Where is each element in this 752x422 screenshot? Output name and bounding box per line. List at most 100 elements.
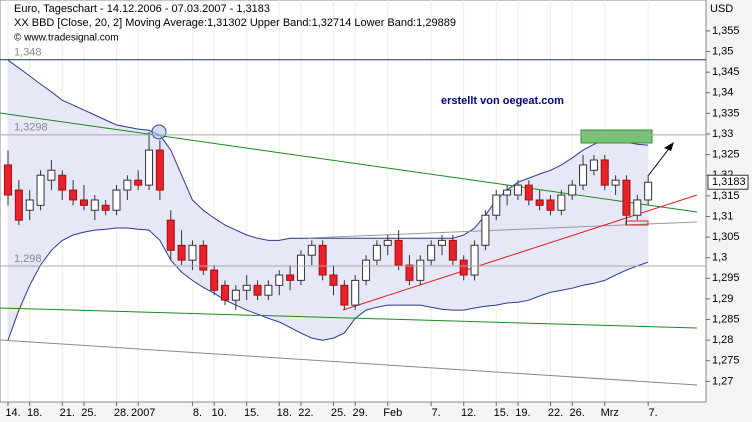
candle-body	[438, 239, 446, 246]
x-tick-label: 15.	[244, 407, 259, 419]
candle-body	[513, 184, 522, 196]
x-tick-label: 7.	[649, 407, 658, 419]
candle-body	[231, 289, 240, 301]
y-tick-label: 1,355	[712, 25, 740, 37]
x-tick-label: 15.	[494, 407, 509, 419]
y-tick-label: 1,3	[712, 252, 727, 264]
trend-line	[0, 339, 698, 386]
candle-body	[199, 244, 208, 271]
x-tick-label: 22.	[298, 407, 313, 419]
candle-body	[633, 199, 642, 216]
candle-body	[253, 284, 262, 296]
candle-body	[318, 244, 327, 276]
x-tick-label: 12.	[461, 407, 476, 419]
candle-body	[134, 179, 143, 186]
y-tick-label: 1,29	[712, 293, 733, 305]
x-tick-label: 21.	[60, 407, 75, 419]
candle-body	[362, 259, 371, 281]
candle-body	[79, 199, 88, 206]
candle-body	[177, 244, 186, 261]
candle-body	[383, 239, 392, 246]
candle-body	[242, 284, 251, 291]
candle-body	[47, 169, 56, 181]
candle-body	[25, 199, 34, 211]
x-tick-label: 18.	[27, 407, 42, 419]
x-tick-label: Feb	[383, 407, 402, 419]
marker	[151, 124, 167, 140]
x-tick-label: 19.	[515, 407, 530, 419]
x-tick-label: 25.	[331, 407, 346, 419]
candle-body	[123, 179, 132, 191]
candle-body	[221, 284, 229, 301]
candle-body	[112, 189, 121, 211]
arrow-head	[664, 142, 674, 151]
candle-body	[145, 149, 154, 186]
chart-title: Euro, Tageschart - 14.12.2006 - 07.03.20…	[14, 3, 270, 15]
y-tick-label: 1,335	[712, 107, 740, 119]
y-tick-label: 1,31	[712, 210, 733, 222]
candle-body	[481, 214, 490, 246]
band-fill	[8, 60, 649, 341]
x-tick-label: 8.	[193, 407, 202, 419]
x-tick-label: 22.	[548, 407, 563, 419]
drawings	[0, 112, 698, 386]
candle-body	[459, 259, 468, 276]
candle-body	[69, 189, 78, 201]
candle-body	[166, 219, 175, 251]
y-tick-label: 1,33	[712, 128, 733, 140]
y-tick-label: 1,35	[712, 45, 733, 57]
y-axis-area	[706, 0, 752, 402]
x-tick-label: 26.	[570, 407, 585, 419]
candle-body	[329, 274, 338, 286]
x-tick-label: 28.	[114, 407, 129, 419]
level-label: 1,3298	[14, 122, 48, 134]
candle-body	[101, 204, 110, 211]
x-tick-label: 7.	[432, 407, 441, 419]
candle-body	[524, 184, 533, 201]
candle-body	[405, 264, 414, 281]
y-tick-label: 1,285	[712, 313, 740, 325]
x-tick-label: Mrz	[601, 407, 619, 419]
y-tick-label: 1,27	[712, 375, 733, 387]
candle-body	[546, 199, 555, 211]
x-tick-label: 18.	[277, 407, 292, 419]
price-tag-label: 1,3183	[712, 176, 746, 188]
candle-body	[90, 199, 99, 211]
candle-body	[58, 174, 67, 191]
candle-body	[448, 239, 457, 261]
annotation: erstellt von oegeat.com	[441, 95, 564, 107]
bands	[7, 59, 649, 341]
candle-body	[351, 279, 360, 306]
candle-body	[416, 259, 425, 281]
candle-body	[340, 284, 349, 306]
candles	[4, 131, 653, 311]
y-tick-label: 1,34	[712, 87, 733, 99]
candle-body	[644, 181, 653, 201]
candle-body	[4, 164, 12, 196]
candle-body	[470, 244, 479, 276]
y-tick-label: 1,28	[712, 334, 733, 346]
candle-body	[492, 194, 501, 216]
lower-band	[7, 227, 649, 341]
y-tick-label: 1,325	[712, 149, 740, 161]
candle-body	[611, 179, 620, 186]
y-tick-label: 1,345	[712, 66, 740, 78]
candle-body	[36, 174, 45, 206]
candle-body	[535, 199, 544, 206]
indicator-legend: XX BBD [Close, 20, 2] Moving Average:1,3…	[14, 17, 456, 29]
candle-body	[427, 244, 436, 261]
candle-body	[579, 164, 588, 186]
candle-body	[210, 269, 219, 291]
candle-body	[155, 149, 164, 191]
candle-body	[188, 244, 197, 261]
y-tick-label: 1,315	[712, 190, 740, 202]
y-tick-label: 1,305	[712, 231, 740, 243]
candle-body	[307, 244, 316, 256]
candle-body	[372, 244, 381, 261]
x-tick-label: 25.	[81, 407, 96, 419]
candle-body	[503, 189, 512, 196]
price-tag	[707, 174, 749, 190]
y-axis-label: USD	[710, 3, 733, 15]
candle-body	[394, 239, 403, 266]
